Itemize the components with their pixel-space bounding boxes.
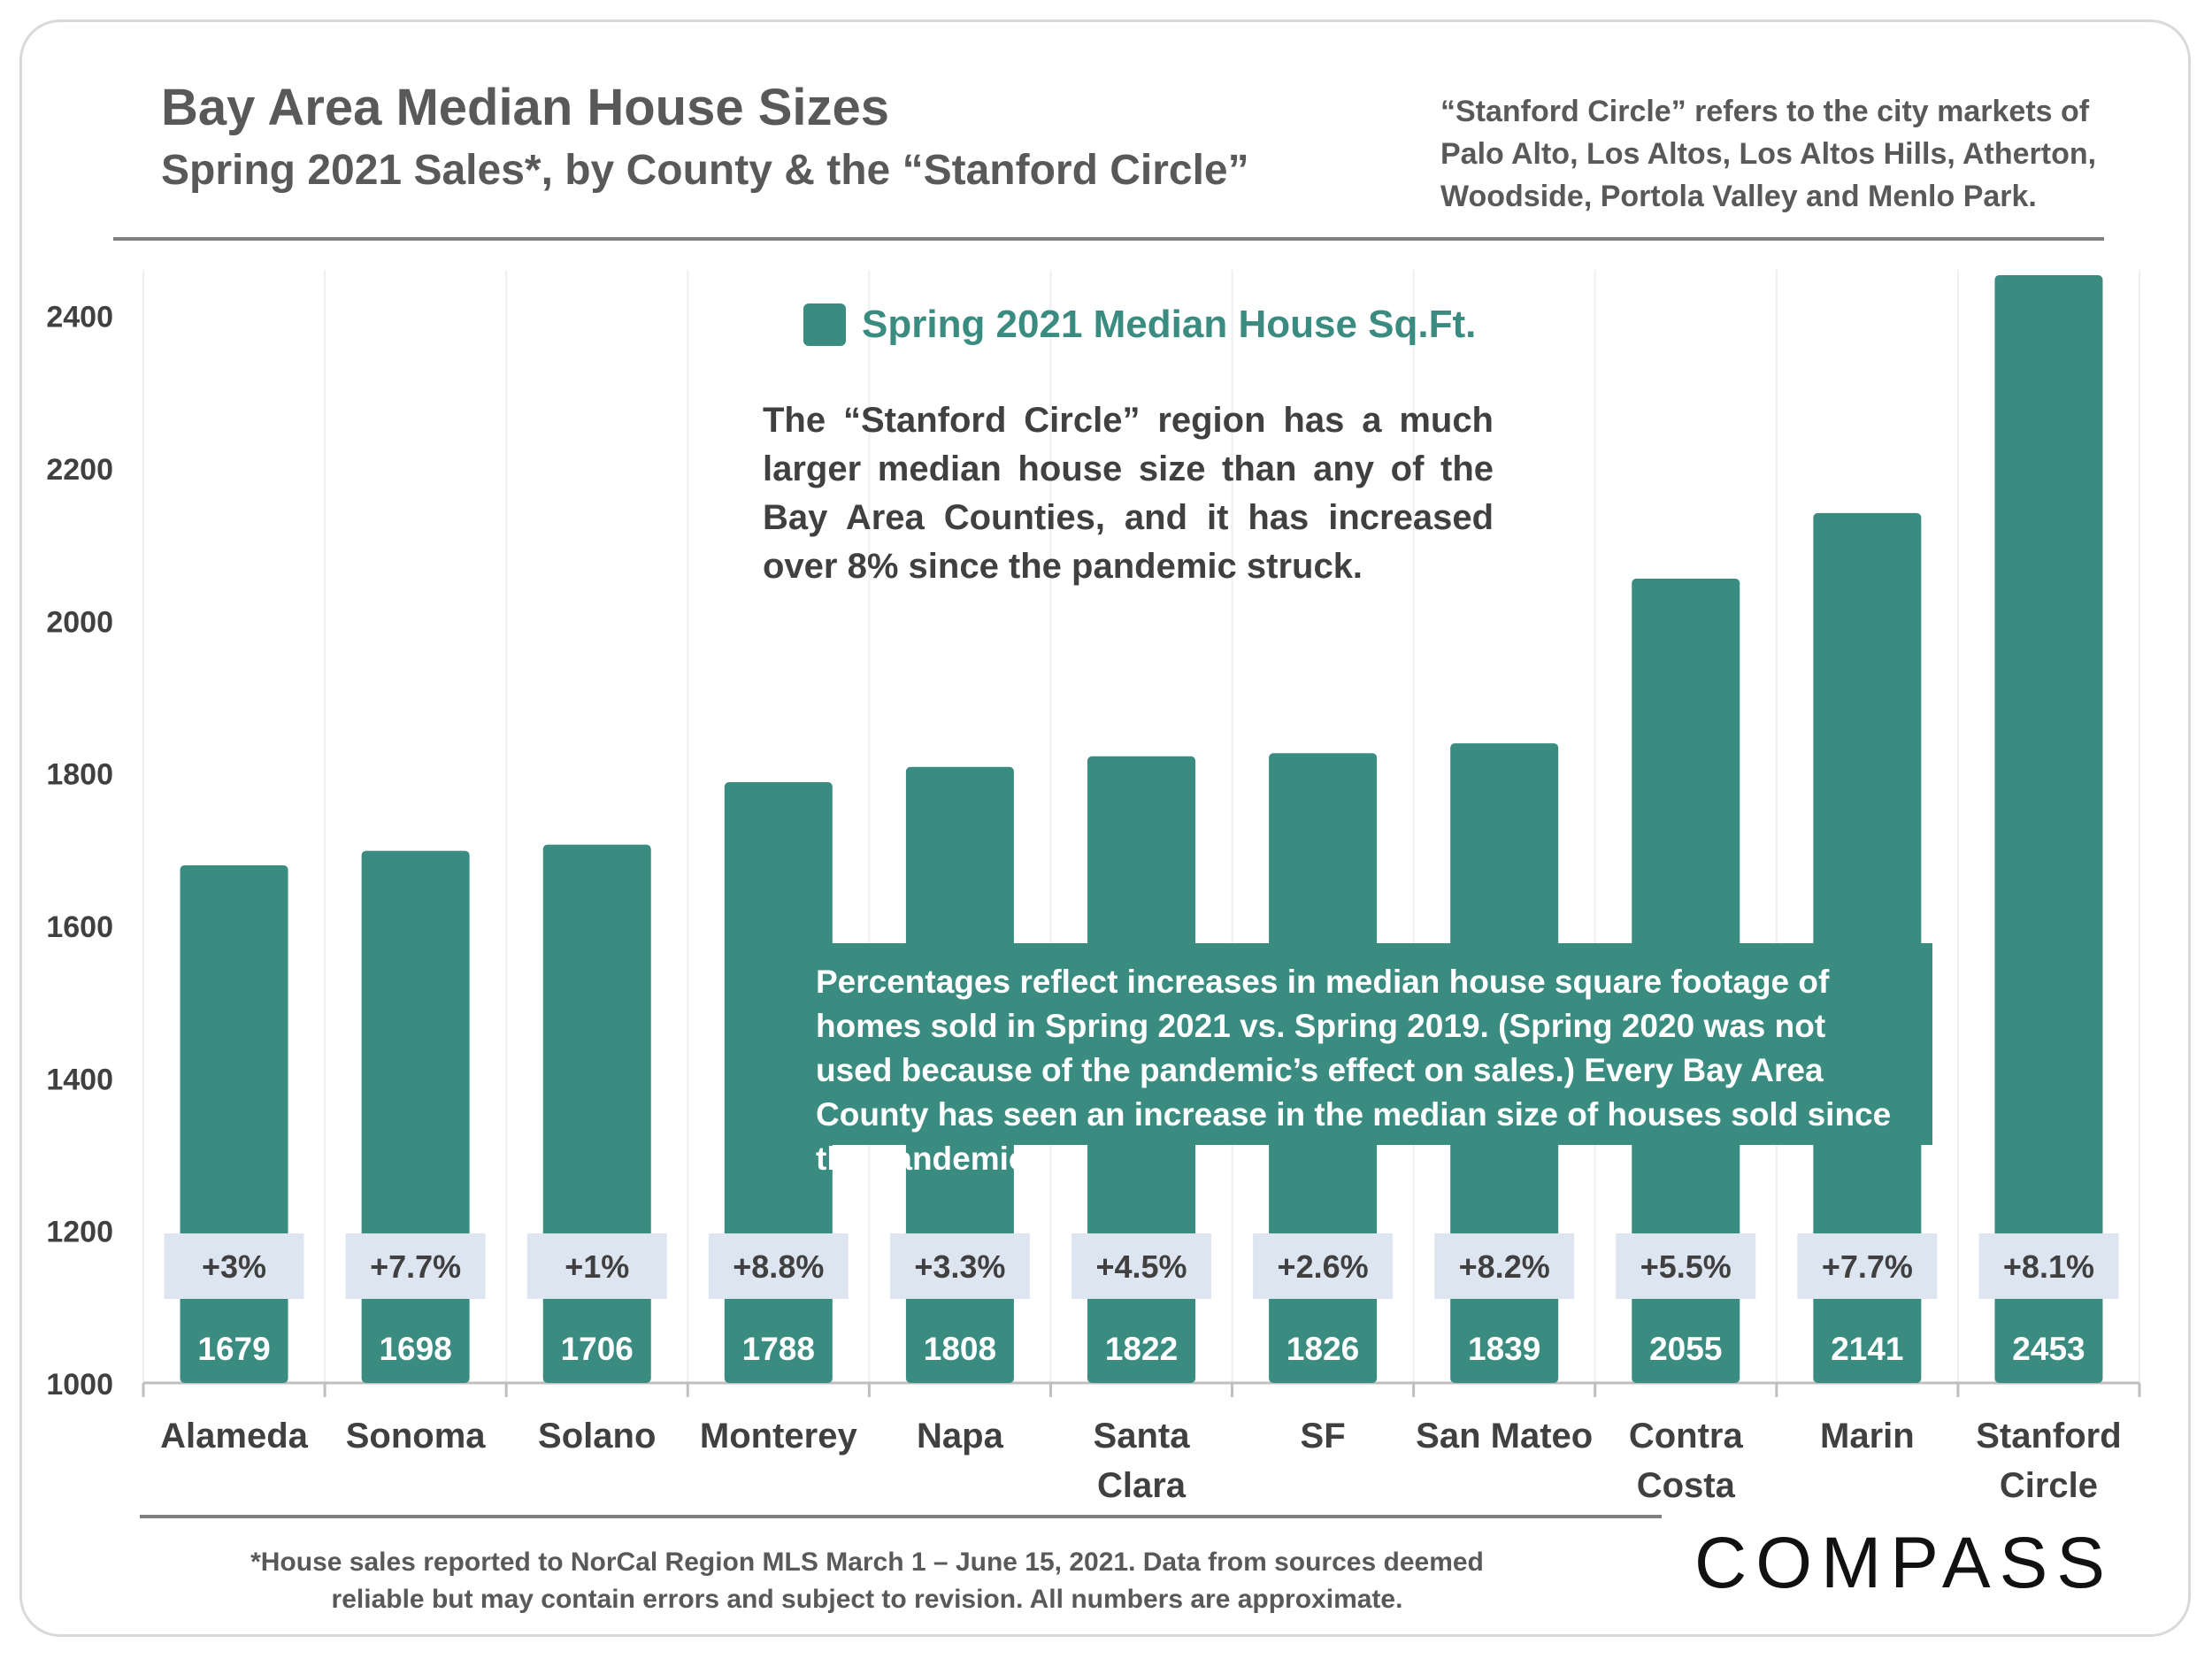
percent-label: +1%: [565, 1248, 629, 1285]
category-label: Napa: [917, 1417, 1004, 1455]
percentages-annotation: Percentages reflect increases in median …: [795, 943, 1932, 1177]
value-label: 1826: [1286, 1331, 1359, 1367]
category-label: Clara: [1097, 1466, 1187, 1505]
value-label: 1822: [1105, 1331, 1178, 1367]
percent-box: [889, 1233, 1030, 1299]
category-label: Contra: [1629, 1417, 1744, 1455]
category-label: Sonoma: [346, 1417, 487, 1455]
footer-divider: [140, 1515, 1662, 1518]
value-label: 1788: [742, 1331, 815, 1367]
category-label: Marin: [1820, 1417, 1915, 1455]
y-tick-label: 2200: [46, 453, 113, 487]
percent-label: +3%: [202, 1248, 266, 1285]
percent-box: [708, 1233, 849, 1299]
category-label: Costa: [1637, 1466, 1736, 1505]
header-divider: [113, 237, 2104, 241]
category-label: Alameda: [160, 1417, 308, 1455]
category-label: SF: [1301, 1417, 1346, 1455]
percent-label: +2.6%: [1278, 1248, 1369, 1285]
compass-logo: COMPASS: [1694, 1523, 2114, 1603]
value-label: 1808: [924, 1331, 996, 1367]
chart-subtitle: Spring 2021 Sales*, by County & the “Sta…: [161, 147, 1249, 194]
legend-label: Spring 2021 Median House Sq.Ft.: [862, 303, 1477, 346]
percent-label: +8.8%: [733, 1248, 824, 1285]
chart-title: Bay Area Median House Sizes: [161, 79, 890, 136]
percent-label: +8.2%: [1459, 1248, 1550, 1285]
bar: [361, 850, 470, 1383]
value-label: 1706: [561, 1331, 634, 1367]
percent-box: [1616, 1233, 1756, 1299]
percent-box: [345, 1233, 486, 1299]
stanford-annotation: The “Stanford Circle” region has a much …: [763, 401, 1494, 586]
stanford-circle-note: “Stanford Circle” refers to the city mar…: [1440, 95, 2097, 213]
percent-box: [164, 1233, 304, 1299]
percent-box: [1071, 1233, 1211, 1299]
bar: [180, 864, 288, 1383]
percent-box: [526, 1233, 667, 1299]
category-label: Santa: [1094, 1417, 1191, 1455]
value-label: 1698: [379, 1331, 451, 1367]
percent-label: +8.1%: [2003, 1248, 2094, 1285]
percent-box: [1797, 1233, 1938, 1299]
percent-box: [1253, 1233, 1394, 1299]
y-tick-label: 2400: [46, 301, 113, 334]
value-label: 2055: [1649, 1331, 1722, 1367]
bar: [1994, 275, 2103, 1383]
y-tick-label: 1400: [46, 1063, 113, 1096]
y-tick-label: 1200: [46, 1216, 113, 1249]
category-label: Stanford: [1976, 1417, 2121, 1455]
y-tick-label: 1600: [46, 910, 113, 944]
value-label: 2453: [2012, 1331, 2085, 1367]
legend: Spring 2021 Median House Sq.Ft.: [803, 298, 1476, 351]
value-label: 1679: [197, 1331, 270, 1367]
percent-box: [1978, 1233, 2119, 1299]
bar: [724, 782, 833, 1383]
percent-label: +5.5%: [1640, 1248, 1732, 1285]
percent-label: +4.5%: [1095, 1248, 1187, 1285]
percent-box: [1434, 1233, 1575, 1299]
bar: [542, 844, 651, 1383]
y-tick-label: 1000: [46, 1368, 113, 1402]
category-label: Circle: [2000, 1466, 2098, 1505]
category-label: Monterey: [700, 1417, 858, 1455]
category-label: Solano: [538, 1417, 656, 1455]
value-label: 2141: [1831, 1331, 1903, 1367]
percent-label: +3.3%: [914, 1248, 1005, 1285]
category-label: San Mateo: [1416, 1417, 1593, 1455]
y-tick-label: 2000: [46, 605, 113, 639]
percent-label: +7.7%: [1822, 1248, 1913, 1285]
value-label: 1839: [1468, 1331, 1540, 1367]
y-tick-label: 1800: [46, 758, 113, 792]
legend-swatch: [803, 303, 846, 346]
footnote: *House sales reported to NorCal Region M…: [250, 1548, 1484, 1614]
percent-label: +7.7%: [370, 1248, 461, 1285]
